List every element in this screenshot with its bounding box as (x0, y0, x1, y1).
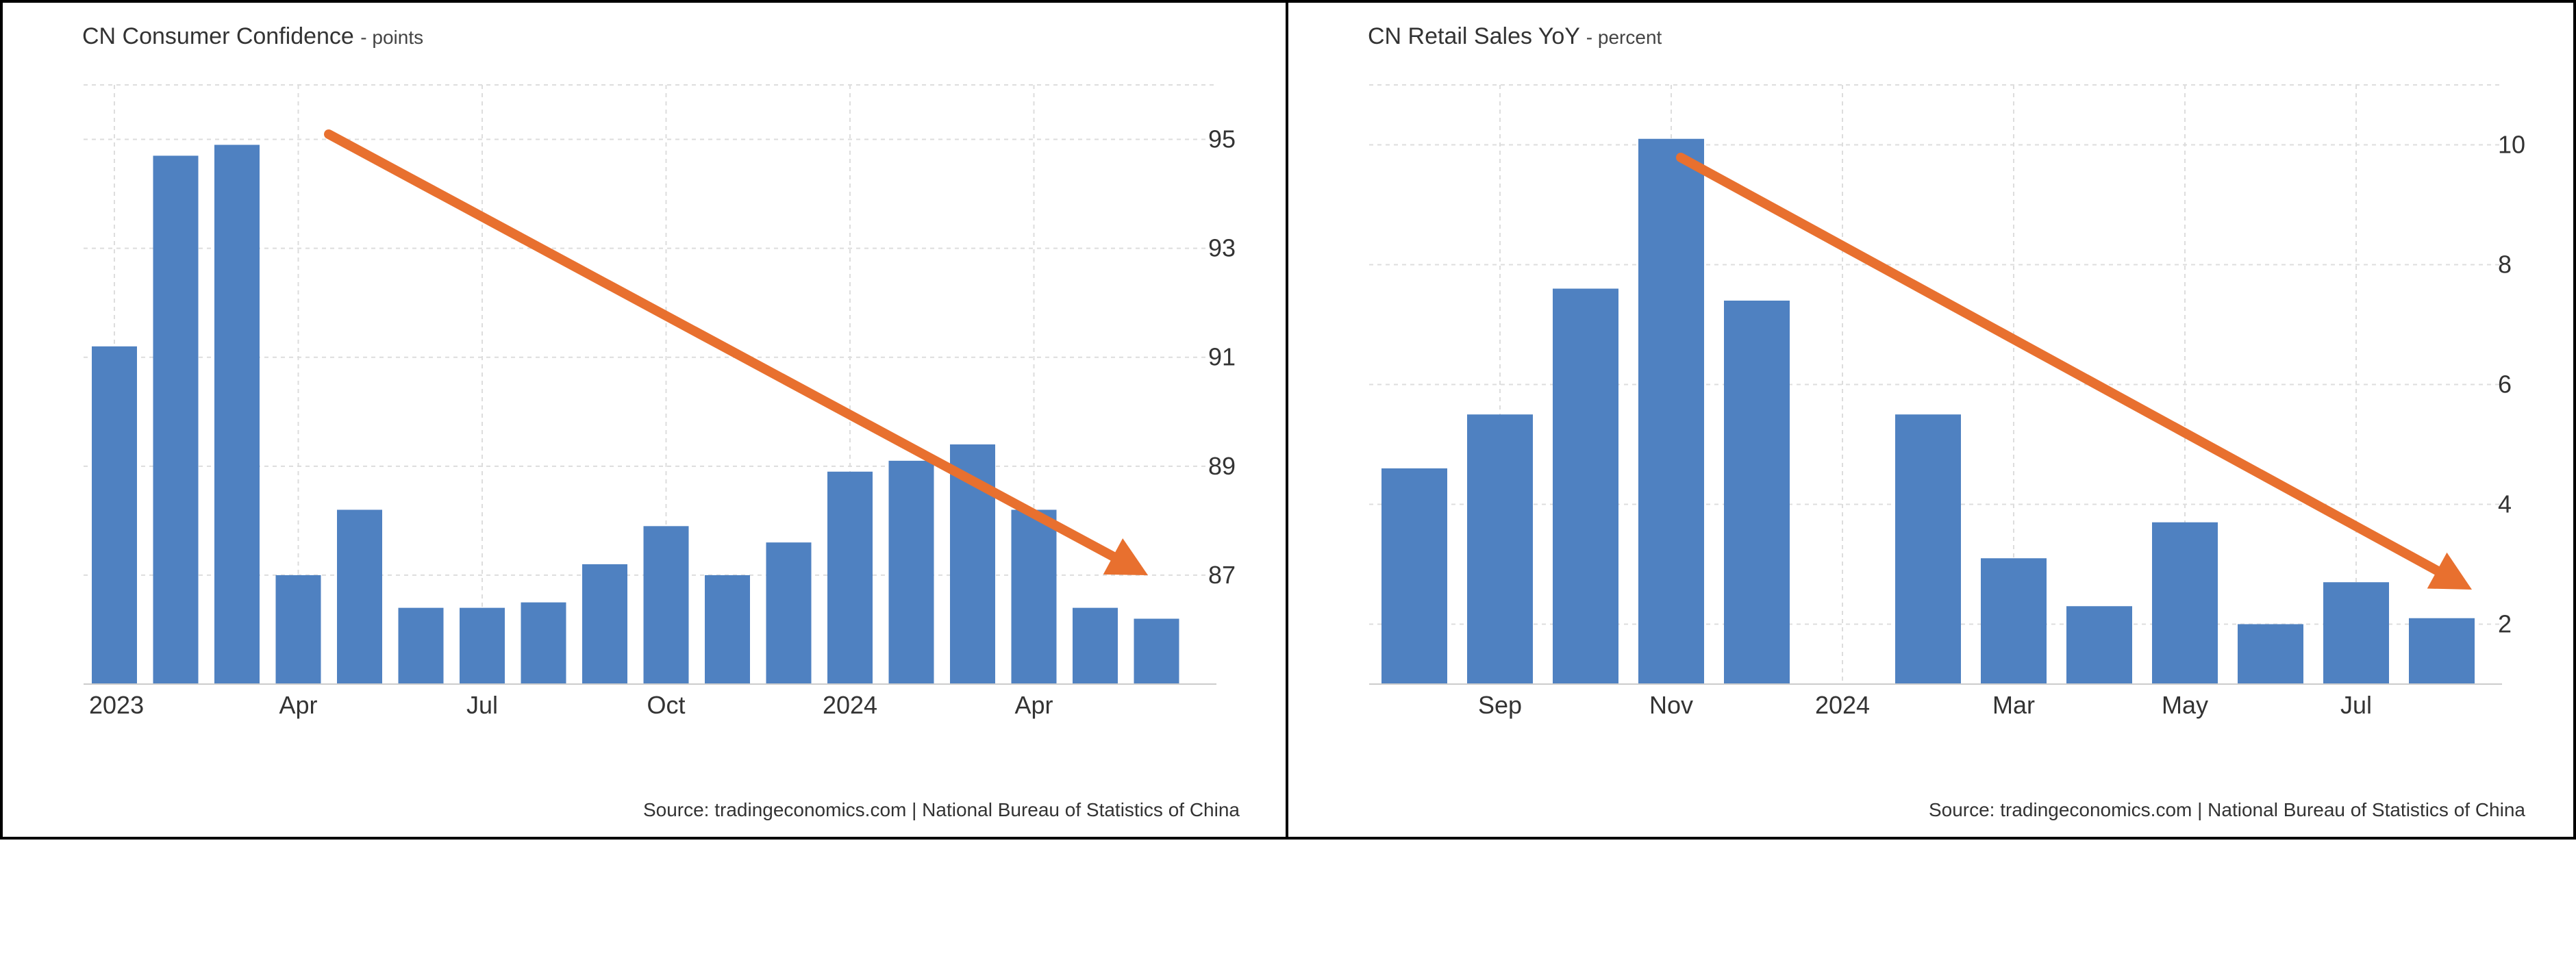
y-tick-label: 10 (2498, 131, 2525, 159)
y-tick-label: 87 (1208, 561, 1236, 589)
bar (2238, 624, 2303, 684)
bar (275, 575, 321, 684)
x-tick-label: Apr (1014, 691, 1053, 719)
x-tick-label: Mar (1992, 691, 2035, 719)
bar (582, 564, 627, 684)
y-tick-label: 4 (2498, 490, 2512, 518)
chart-unit: - percent (1586, 27, 1662, 48)
y-tick-label: 2 (2498, 610, 2512, 638)
x-tick-label: 2024 (1815, 691, 1870, 719)
bar (521, 602, 566, 684)
bar (2152, 522, 2218, 684)
y-tick-label: 8 (2498, 251, 2512, 279)
bar (888, 460, 934, 684)
y-tick-label: 95 (1208, 125, 1236, 153)
x-tick-label: Sep (1478, 691, 1522, 719)
x-tick-label: Nov (1649, 691, 1693, 719)
chart-source[interactable]: Source: tradingeconomics.com | National … (642, 799, 1240, 820)
bar (398, 607, 444, 684)
bar (2066, 606, 2132, 684)
y-tick-label: 93 (1208, 234, 1236, 262)
x-tick-label: 2023 (89, 691, 144, 719)
chart-unit: - points (360, 27, 424, 48)
y-tick-label: 6 (2498, 370, 2512, 399)
x-tick-label: Jul (466, 691, 498, 719)
trend-arrow-head (1103, 538, 1148, 575)
bar (1073, 607, 1118, 684)
bar (2409, 618, 2475, 684)
consumer-confidence-chart: 87 89 91 93 95 2023 Apr Jul Oct 2024 Apr (84, 84, 1236, 719)
x-tick-label: Apr (279, 691, 317, 719)
chart-title: CN Consumer Confidence - points (82, 23, 424, 49)
bar (214, 144, 260, 684)
bar (2323, 582, 2389, 684)
bar (460, 607, 505, 684)
retail-sales-panel: CN Retail Sales YoY - percent 2 4 6 8 10 Sep N… (1286, 0, 2576, 840)
bar (1381, 468, 1447, 684)
y-tick-label: 91 (1208, 343, 1236, 371)
bar (1553, 288, 1618, 684)
x-tick-label: May (2162, 691, 2208, 719)
x-tick-label: 2024 (823, 691, 877, 719)
bar (705, 575, 750, 684)
bar (643, 526, 689, 684)
x-tick-label: Jul (2340, 691, 2372, 719)
bar (1981, 558, 2047, 684)
x-tick-label: Oct (647, 691, 685, 719)
retail-sales-chart: 2 4 6 8 10 Sep Nov 2024 Mar May Jul (1369, 84, 2525, 719)
bar (1011, 509, 1057, 684)
bar (766, 542, 812, 684)
chart-source[interactable]: Source: tradingeconomics.com | National … (1928, 799, 2525, 820)
bar (1638, 138, 1704, 684)
chart-title: CN Retail Sales YoY - percent (1368, 23, 1662, 49)
consumer-confidence-panel: CN Consumer Confidence - points 87 89 91 93… (0, 0, 1290, 840)
bar (1134, 618, 1179, 684)
y-tick-label: 89 (1208, 452, 1236, 480)
trend-arrow-line (324, 129, 1129, 568)
trend-arrow-head (2427, 552, 2472, 590)
bar (1467, 414, 1533, 684)
bar (1895, 414, 1961, 684)
bar (827, 471, 873, 684)
bar (337, 509, 382, 684)
bar (153, 155, 199, 685)
trend-arrow-line (1676, 153, 2453, 581)
bar (1724, 301, 1790, 684)
bar (92, 346, 137, 684)
